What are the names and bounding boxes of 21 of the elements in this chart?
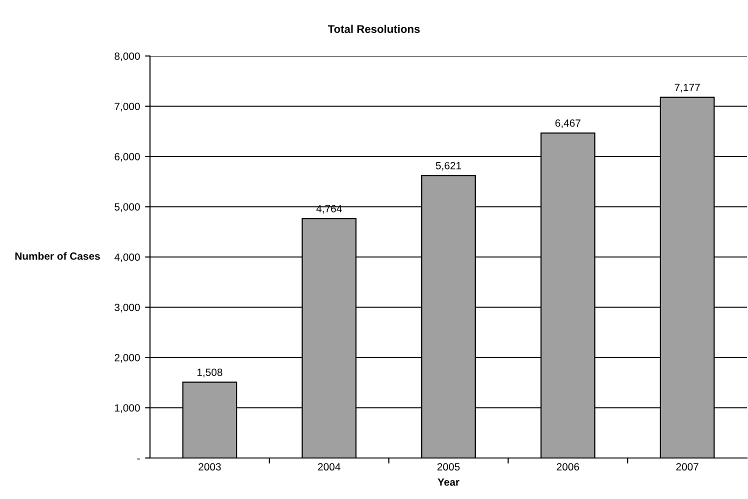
- y-tick-label: 7,000: [114, 102, 140, 112]
- chart-title: Total Resolutions: [328, 24, 420, 33]
- data-label: 6,467: [555, 119, 580, 128]
- data-label: 1,508: [197, 368, 222, 378]
- data-label: 7,177: [674, 84, 700, 92]
- y-tick-label: 1,000: [115, 404, 140, 413]
- y-tick-label: 8,000: [114, 52, 140, 62]
- data-label: 5,621: [436, 162, 462, 171]
- y-tick-label: 2,000: [114, 354, 140, 363]
- y-tick-label: 5,000: [114, 203, 140, 212]
- x-tick-label: 2004: [318, 463, 340, 471]
- x-tick-label: 2007: [676, 463, 698, 471]
- y-tick-label: 3,000: [114, 304, 140, 312]
- x-tick-label: 2005: [437, 463, 460, 471]
- y-tick-label: -: [137, 458, 140, 460]
- y-tick-label: 4,000: [114, 254, 140, 262]
- x-tick-label: 2006: [556, 463, 580, 471]
- x-tick-label: 2003: [198, 463, 221, 471]
- x-axis-title: Year: [438, 478, 460, 486]
- y-tick-label: 6,000: [114, 153, 140, 162]
- y-axis-title: Number of Cases: [15, 252, 100, 260]
